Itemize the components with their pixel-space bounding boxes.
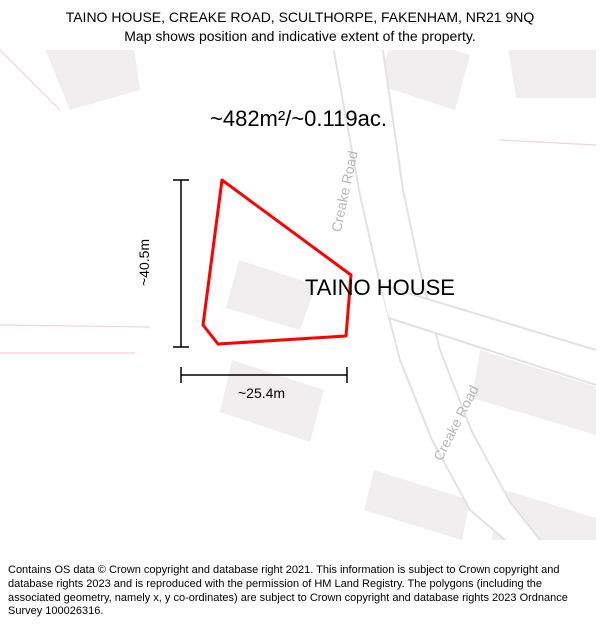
footer-text: Contains OS data © Crown copyright and d… <box>8 564 592 619</box>
page-title: TAINO HOUSE, CREAKE ROAD, SCULTHORPE, FA… <box>0 8 600 27</box>
header: TAINO HOUSE, CREAKE ROAD, SCULTHORPE, FA… <box>0 0 600 46</box>
width-dim-label: ~25.4m <box>238 385 285 401</box>
page-subtitle: Map shows position and indicative extent… <box>0 27 600 46</box>
property-label: TAINO HOUSE <box>305 275 455 301</box>
area-label: ~482m²/~0.119ac. <box>210 106 387 132</box>
page: TAINO HOUSE, CREAKE ROAD, SCULTHORPE, FA… <box>0 0 600 625</box>
map-area: ~482m²/~0.119ac. TAINO HOUSE ~25.4m ~40.… <box>0 50 600 540</box>
height-dim-label: ~40.5m <box>136 239 152 286</box>
